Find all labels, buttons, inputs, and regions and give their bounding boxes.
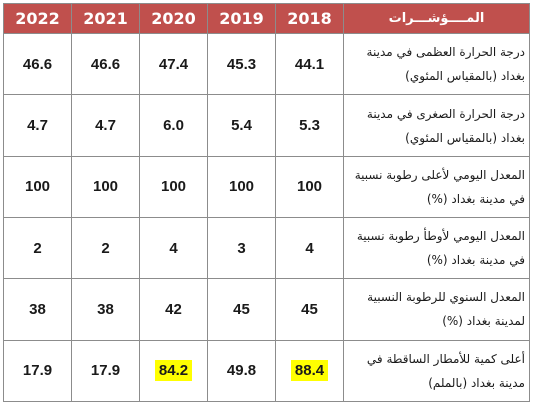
value-cell: 88.4	[275, 339, 344, 403]
value-cell: 5.3	[275, 94, 344, 157]
value-cell: 17.9	[71, 339, 140, 403]
value-cell: 46.6	[71, 33, 140, 96]
year-header-2021: 2021	[71, 2, 140, 35]
year-header-2022: 2022	[3, 2, 72, 35]
value-cell: 2	[71, 217, 140, 280]
year-header-2020: 2020	[139, 2, 208, 35]
table-row-max-temperature: درجة الحرارة العظمى في مدينة بغداد (بالم…	[3, 33, 530, 96]
value-cell: 46.6	[3, 33, 72, 96]
value-cell: 2	[3, 217, 72, 280]
value-cell: 38	[3, 278, 72, 341]
value-cell: 4	[139, 217, 208, 280]
value-cell: 4.7	[71, 94, 140, 157]
value-cell: 47.4	[139, 33, 208, 96]
highlighted-value: 88.4	[290, 360, 329, 382]
value-cell: 38	[71, 278, 140, 341]
value-cell: 42	[139, 278, 208, 341]
table-row-min-temperature: درجة الحرارة الصغرى في مدينة بغداد (بالم…	[3, 94, 530, 157]
value-cell: 100	[275, 155, 344, 219]
table-row-min-humidity: المعدل اليومي لأوطأ رطوبة نسبية في مدينة…	[3, 217, 530, 280]
row-label: المعدل اليومي لأوطأ رطوبة نسبية في مدينة…	[343, 217, 530, 280]
value-cell: 45.3	[207, 33, 276, 96]
row-label: أعلى كمية للأمطار الساقطة في مدينة بغداد…	[343, 339, 530, 403]
row-label: درجة الحرارة العظمى في مدينة بغداد (بالم…	[343, 33, 530, 96]
year-header-2018: 2018	[275, 2, 344, 35]
table-row-max-humidity: المعدل اليومي لأعلى رطوبة نسبية في مدينة…	[3, 155, 530, 219]
value-cell: 4.7	[3, 94, 72, 157]
value-cell: 100	[3, 155, 72, 219]
value-cell: 17.9	[3, 339, 72, 403]
value-cell: 3	[207, 217, 276, 280]
table-header-row: المــــؤشـــرات 2018 2019 2020 2021 2022	[3, 2, 530, 35]
value-cell: 44.1	[275, 33, 344, 96]
value-cell: 100	[207, 155, 276, 219]
table-row-max-rainfall: أعلى كمية للأمطار الساقطة في مدينة بغداد…	[3, 339, 530, 403]
row-label: المعدل السنوي للرطوبة النسبية لمدينة بغد…	[343, 278, 530, 341]
value-cell: 100	[139, 155, 208, 219]
value-cell: 49.8	[207, 339, 276, 403]
highlighted-value: 84.2	[154, 360, 193, 382]
indicators-header: المــــؤشـــرات	[343, 2, 530, 35]
row-label: المعدل اليومي لأعلى رطوبة نسبية في مدينة…	[343, 155, 530, 219]
indicators-table: المــــؤشـــرات 2018 2019 2020 2021 2022…	[3, 2, 530, 403]
value-cell: 84.2	[139, 339, 208, 403]
value-cell: 5.4	[207, 94, 276, 157]
value-cell: 4	[275, 217, 344, 280]
value-cell: 45	[275, 278, 344, 341]
value-cell: 6.0	[139, 94, 208, 157]
value-cell: 100	[71, 155, 140, 219]
table-row-annual-humidity: المعدل السنوي للرطوبة النسبية لمدينة بغد…	[3, 278, 530, 341]
year-header-2019: 2019	[207, 2, 276, 35]
value-cell: 45	[207, 278, 276, 341]
row-label: درجة الحرارة الصغرى في مدينة بغداد (بالم…	[343, 94, 530, 157]
